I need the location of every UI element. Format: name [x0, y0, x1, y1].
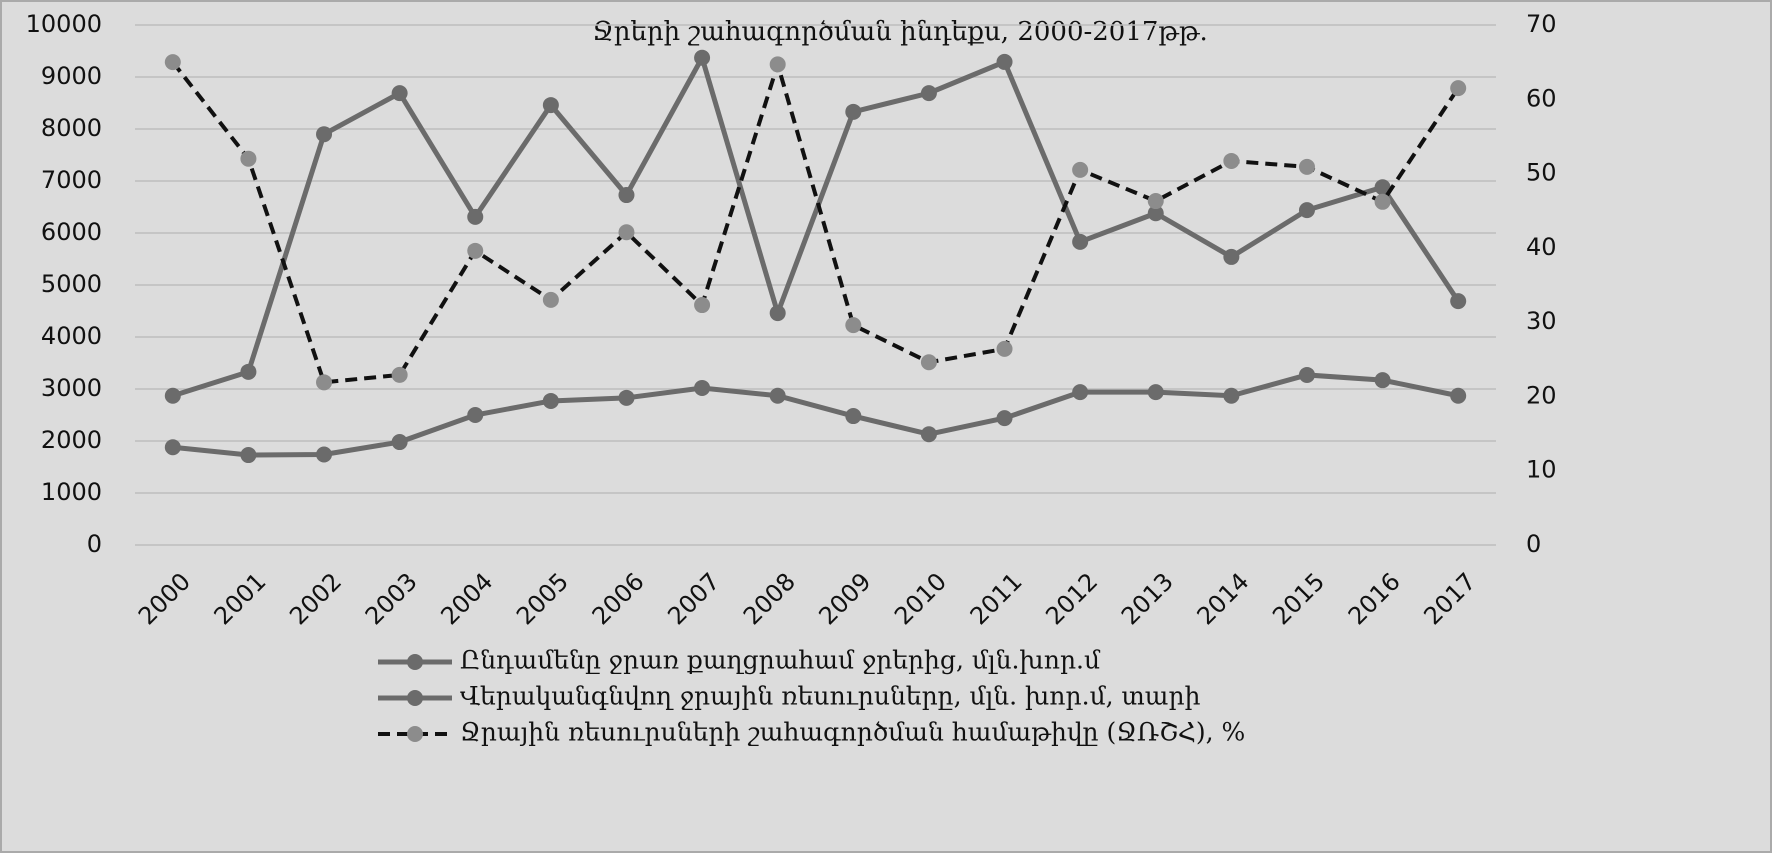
- y2-tick-label: 10: [1526, 456, 1557, 484]
- y2-tick-label: 20: [1526, 381, 1557, 409]
- data-point: [1223, 387, 1240, 404]
- y-tick-label: 2000: [41, 426, 102, 454]
- data-point: [1147, 205, 1164, 222]
- y2-tick-label: 60: [1526, 84, 1557, 112]
- y2-tick-label: 70: [1526, 10, 1557, 38]
- data-point: [467, 407, 484, 423]
- y-tick-label: 5000: [41, 270, 102, 298]
- data-point: [240, 447, 257, 464]
- data-point: [1147, 384, 1164, 401]
- data-point: [1072, 384, 1089, 401]
- data-point: [391, 434, 408, 451]
- data-point: [542, 392, 559, 409]
- y-tick-label: 3000: [41, 374, 102, 402]
- data-point: [316, 126, 333, 143]
- data-point: [694, 297, 711, 314]
- data-point: [1374, 179, 1391, 196]
- data-point: [920, 354, 937, 371]
- data-point: [996, 340, 1013, 357]
- data-point: [1450, 80, 1467, 97]
- chart-title: Ջրերի շահագործման ինդեքս, 2000-2017թթ.: [592, 17, 1208, 47]
- legend-label: Ընդամենը ջրառ քաղցրահամ ջրերից, մլն.խոր.…: [460, 646, 1101, 675]
- data-point: [618, 187, 635, 204]
- legend-label: Ջրային ռեսուրսների շահագործման համաթիվը …: [460, 718, 1245, 747]
- data-point: [1450, 293, 1467, 310]
- y-tick-label: 0: [87, 530, 102, 558]
- data-point: [1072, 233, 1089, 250]
- data-point: [845, 317, 862, 334]
- legend-marker: [407, 654, 423, 670]
- legend-marker: [407, 726, 423, 742]
- data-point: [164, 387, 181, 404]
- data-point: [920, 85, 937, 102]
- data-point: [164, 54, 181, 71]
- data-point: [845, 103, 862, 120]
- data-point: [1298, 366, 1315, 383]
- data-point: [618, 224, 635, 241]
- y2-tick-label: 0: [1526, 530, 1541, 558]
- data-point: [391, 85, 408, 102]
- y-tick-label: 6000: [41, 218, 102, 246]
- y-tick-label: 8000: [41, 114, 102, 142]
- y2-tick-label: 40: [1526, 233, 1557, 261]
- data-point: [542, 97, 559, 114]
- data-point: [996, 410, 1013, 427]
- series-line: [172, 372, 1459, 458]
- y2-tick-label: 30: [1526, 307, 1557, 335]
- data-point: [694, 379, 711, 396]
- data-point: [769, 305, 786, 322]
- series-line: [171, 57, 1460, 385]
- legend-marker: [407, 690, 423, 706]
- data-point: [1450, 387, 1467, 404]
- y-tick-label: 1000: [41, 478, 102, 506]
- legend-label: Վերականգնվող ջրային ռեսուրսները, մլն. խո…: [460, 682, 1201, 711]
- data-point: [542, 291, 559, 308]
- data-point: [920, 426, 937, 443]
- y2-tick-label: 50: [1526, 159, 1557, 187]
- data-point: [1298, 158, 1315, 175]
- data-point: [240, 150, 257, 167]
- data-point: [164, 439, 181, 456]
- y-tick-label: 10000: [26, 10, 102, 38]
- data-point: [694, 49, 711, 66]
- data-point: [1298, 202, 1315, 219]
- data-point: [316, 446, 333, 463]
- data-point: [467, 242, 484, 259]
- data-point: [769, 56, 786, 73]
- data-point: [1374, 372, 1391, 389]
- data-point: [467, 208, 484, 225]
- data-point: [618, 389, 635, 406]
- data-point: [240, 363, 257, 380]
- data-point: [769, 387, 786, 404]
- data-point: [845, 408, 862, 425]
- data-point: [1223, 248, 1240, 265]
- data-point: [391, 366, 408, 383]
- data-point: [1374, 193, 1391, 210]
- data-point: [1223, 152, 1240, 169]
- data-point: [1147, 193, 1164, 210]
- y-tick-label: 7000: [41, 166, 102, 194]
- data-point: [316, 374, 333, 391]
- data-point: [996, 53, 1013, 70]
- y-tick-label: 4000: [41, 322, 102, 350]
- y-tick-label: 9000: [41, 62, 102, 90]
- data-point: [1072, 161, 1089, 178]
- series-line: [172, 51, 1461, 399]
